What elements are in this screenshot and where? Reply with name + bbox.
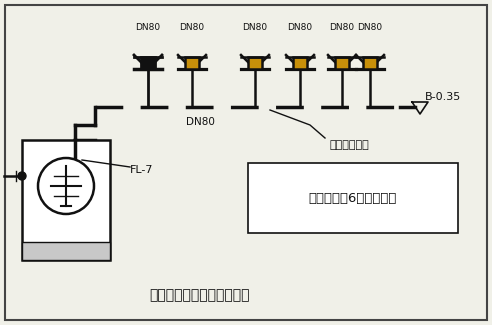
Circle shape: [18, 172, 26, 180]
Text: B-0.35: B-0.35: [425, 92, 461, 102]
Text: 结构板里敖设: 结构板里敖设: [330, 140, 370, 150]
Text: DN80: DN80: [330, 23, 355, 32]
Bar: [185, 57, 199, 69]
Text: DN80: DN80: [135, 23, 160, 32]
Text: DN80: DN80: [180, 23, 205, 32]
Text: 此系统中有6个防爆地漏: 此系统中有6个防爆地漏: [309, 191, 397, 204]
Bar: [22, 140, 110, 260]
Text: DN80: DN80: [287, 23, 312, 32]
Bar: [363, 57, 377, 69]
Circle shape: [38, 158, 94, 214]
Text: DN80: DN80: [243, 23, 268, 32]
Text: FL-7: FL-7: [130, 165, 154, 175]
Bar: [248, 163, 458, 233]
Bar: [22, 242, 110, 260]
Bar: [248, 57, 262, 69]
Text: DN80: DN80: [357, 23, 383, 32]
Bar: [335, 57, 349, 69]
Bar: [293, 57, 307, 69]
Bar: [141, 57, 155, 69]
Text: 潜水泵及排出管详见地面院: 潜水泵及排出管详见地面院: [150, 288, 250, 302]
Text: DN80: DN80: [185, 117, 215, 127]
